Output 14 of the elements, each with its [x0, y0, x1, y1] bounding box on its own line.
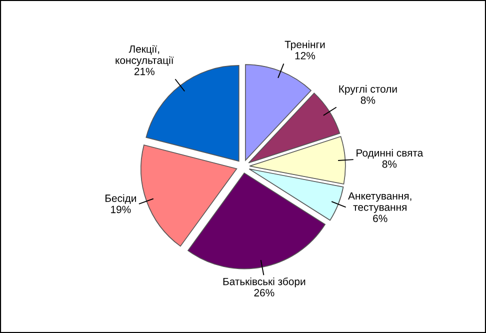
data-label: 12%: [295, 52, 316, 60]
data-label: 8%: [360, 96, 376, 104]
data-label: 8%: [382, 160, 397, 168]
data-label: 26%: [254, 289, 274, 296]
data-label: 6%: [373, 214, 388, 222]
data-label: 21%: [134, 68, 154, 76]
slice-label: Батьківські збори: [223, 277, 306, 288]
slice-label: Лекції, консультації: [116, 45, 174, 66]
slice-label: Родинні свята: [356, 148, 424, 159]
slice-label: Тренінги: [284, 40, 325, 50]
slice-label: Бесіди: [106, 194, 136, 204]
data-label: 19%: [111, 206, 131, 214]
slice-label: Круглі столи: [339, 85, 397, 95]
slice-label: Анкетування, тестування: [348, 192, 412, 213]
